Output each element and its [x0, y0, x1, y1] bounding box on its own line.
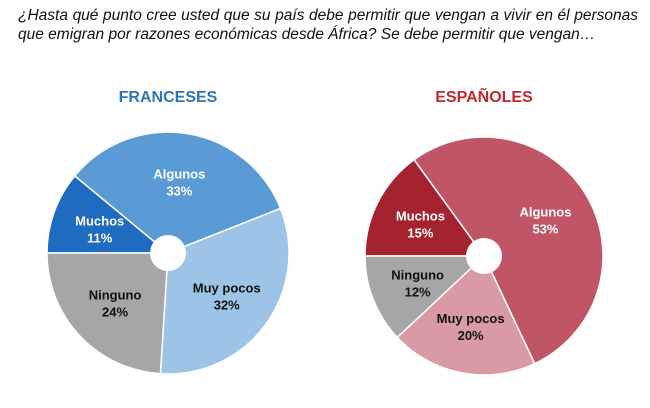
slice-value: 20% [458, 328, 484, 343]
center-hole [150, 235, 186, 271]
slice-ninguno [364, 255, 486, 339]
center-hole [466, 238, 502, 274]
pie-franceses: Muchos 11% Algunos 33% Muy pocos 32% Ninguno 24… [46, 131, 290, 375]
slice-muchos [46, 174, 171, 254]
slice-muy-pocos [396, 254, 536, 376]
survey-question: ¿Hasta qué punto cree usted que su país … [18, 7, 638, 43]
slice-muy-pocos [159, 207, 290, 375]
slice-value: 33% [166, 183, 192, 198]
slice-value: 12% [405, 284, 431, 299]
slice-value: 32% [214, 298, 240, 313]
slice-label: Ninguno [391, 267, 444, 282]
slice-label: Muchos [396, 209, 445, 224]
pie-espanoles: Muchos 15% Algunos 53% Muy pocos 20% Ninguno 12… [364, 136, 604, 376]
slice-label: Ninguno [89, 288, 142, 303]
chart-title-espanoles: ESPAÑOLES [435, 89, 533, 106]
slice-value: 53% [532, 222, 558, 237]
slice-value: 11% [87, 230, 113, 245]
slice-label: Algunos [519, 205, 571, 220]
slice-label: Muy pocos [437, 311, 505, 326]
slice-value: 15% [407, 226, 433, 241]
slice-label: Algunos [153, 166, 205, 181]
slice-label: Muchos [75, 213, 124, 228]
chart-title-franceses: FRANCESES [118, 89, 218, 106]
slice-value: 24% [102, 305, 128, 320]
slice-ninguno [46, 252, 169, 375]
slice-algunos [73, 131, 282, 254]
slice-muchos [364, 158, 486, 257]
slice-algunos [413, 136, 604, 365]
slice-label: Muy pocos [193, 281, 261, 296]
